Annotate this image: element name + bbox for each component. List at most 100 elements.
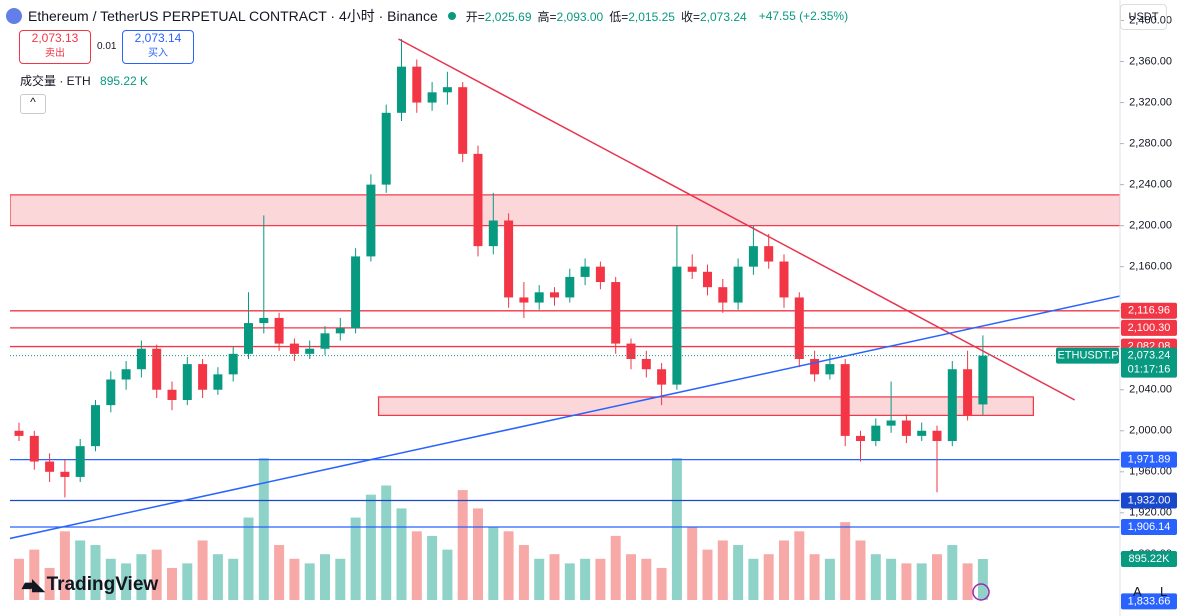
candle-body [305,348,315,354]
volume-bar [855,540,866,600]
volume-bar [549,554,560,600]
volume-value: 895.22 K [100,74,149,88]
ohlc: 开=2,025.69 高=2,093.00 低=2,015.25 收=2,073.24 [466,8,753,25]
ohlc-key: 高= [537,9,557,24]
candle-body [289,343,299,354]
volume-bar [411,531,422,600]
buy-price: 2,073.14 [134,31,182,45]
log-button[interactable]: L [1160,584,1168,599]
volume-bar [304,563,315,600]
candle-body [580,266,590,277]
candle-body [152,348,162,390]
buy-label: 买入 [148,48,168,59]
volume-bar [932,554,942,600]
volume-bar [335,558,346,600]
candle-body [106,379,116,406]
candle-body [121,369,131,380]
volume-bar [503,531,514,600]
volume-bar [59,531,70,600]
sell-label: 卖出 [45,48,65,59]
candle-body [641,358,651,370]
candle-body [182,364,192,400]
volume-bar [182,563,193,600]
level-badge [1121,492,1177,509]
volume-badge-label: 895.22K [1129,553,1171,565]
candle-body [672,266,682,385]
y-tick-label: 2,040.00 [1129,384,1172,396]
volume-bar [427,535,438,600]
level-badge [1121,593,1177,610]
change: +47.55 (+2.35%) [758,9,849,23]
candle-body [335,328,345,334]
candle-body [29,435,39,462]
candle-body [901,420,911,436]
level-badge [1121,302,1177,319]
logo-mark: ▰◣ [22,577,45,594]
candle-body [626,343,636,359]
candle-body [198,364,208,390]
candle-body [595,266,605,283]
candle-body [825,364,835,375]
volume-badge [1121,551,1177,567]
candle-body [764,246,774,262]
volume-bar [702,549,713,600]
candle-body [565,276,575,298]
volume-legend: 成交量 · ETH 895.22 K [20,72,148,89]
candle-body [687,266,697,272]
volume-bar [901,563,912,600]
volume-bar [212,554,223,600]
candle-body [397,66,406,113]
candle-body [519,297,529,303]
currency-button[interactable]: USDT [1120,4,1167,30]
candle-body [91,405,100,447]
candle-body [886,420,896,426]
volume-bar [258,458,269,600]
volume-bar [534,558,545,600]
level-badge-label: 1,906.14 [1128,521,1171,533]
status-dot [447,12,456,20]
volume-bar [350,517,361,600]
ohlc-value: 2,015.25 [628,9,675,24]
eth-icon [6,8,22,24]
logo: ▰◣ TradingView [22,574,158,596]
candle-body [167,389,177,400]
candle-body [504,220,514,298]
candle-body [810,358,820,375]
volume-bar [442,549,453,600]
volume-bar [687,526,698,600]
volume-bar [488,526,499,600]
auto-button[interactable]: A [1133,584,1142,599]
volume-bar [44,567,55,600]
y-tick-label: 2,280.00 [1129,137,1172,149]
y-tick-label: 2,320.00 [1129,96,1172,108]
sell-button[interactable]: 2,073.13 卖出 [19,30,91,64]
candle-body [427,92,437,103]
header: Ethereum / TetherUS PERPETUAL CONTRACT ·… [6,6,848,26]
volume-bar [320,554,330,600]
title: Ethereum / TetherUS PERPETUAL CONTRACT ·… [28,8,438,24]
candle-body [550,292,559,298]
y-tick-label: 2,200.00 [1129,220,1172,232]
level-badge-label: 1,971.89 [1128,454,1171,466]
candle-body [259,317,269,324]
volume-bar [809,554,820,600]
candle-body [611,282,621,344]
volume-bar [840,522,851,600]
candle-body [136,348,146,370]
candle-body [320,333,330,349]
volume-bar [473,508,483,600]
candle-body [657,369,667,385]
candle-body [458,87,468,154]
spread: 0.01 [97,41,117,52]
candle-body [488,220,498,247]
buy-button[interactable]: 2,073.14 买入 [122,30,194,64]
volume-bar [167,567,177,600]
volume-bar [717,540,728,600]
last-price-label: 2,073.24 [1128,350,1171,362]
candle-body [718,287,728,303]
collapse-button[interactable]: ^ [20,94,46,114]
volume-bar [105,558,116,600]
candle-body [412,66,422,103]
y-tick-label: 2,240.00 [1129,179,1172,191]
